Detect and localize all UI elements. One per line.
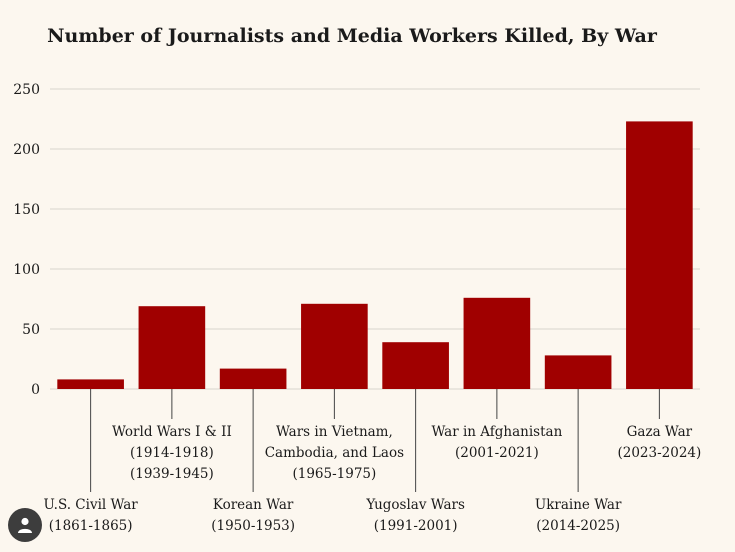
x-tick-label: Korean War (1950-1953) bbox=[211, 497, 295, 534]
x-tick-label-line: Ukraine War bbox=[535, 497, 622, 513]
x-tick-label-line: (1914-1918) bbox=[130, 445, 214, 461]
x-tick-label-line: Korean War bbox=[213, 497, 294, 513]
y-tick-label: 100 bbox=[13, 262, 40, 278]
x-tick-label: World Wars I & II (1914-1918) (1939-1945) bbox=[112, 424, 232, 482]
x-tick-label: Gaza War (2023-2024) bbox=[617, 424, 701, 461]
y-axis-ticks: 0 50 100 150 200 250 bbox=[13, 82, 40, 398]
x-tick-label-line: (1861-1865) bbox=[49, 518, 133, 534]
label-leaders bbox=[90, 389, 660, 492]
x-tick-label-line: Wars in Vietnam, bbox=[276, 424, 393, 440]
x-tick-label-line: (2023-2024) bbox=[617, 445, 701, 461]
y-tick-label: 150 bbox=[13, 202, 40, 218]
x-tick-label-line: (1950-1953) bbox=[211, 518, 295, 534]
bars bbox=[57, 121, 693, 390]
bar bbox=[57, 379, 124, 389]
bar bbox=[219, 368, 287, 389]
x-tick-label: Yugoslav Wars (1991-2001) bbox=[365, 497, 465, 534]
x-tick-label: Wars in Vietnam, Cambodia, and Laos (1965-… bbox=[265, 424, 404, 482]
bar bbox=[544, 355, 612, 389]
bar bbox=[626, 121, 693, 390]
x-tick-label-line: U.S. Civil War bbox=[44, 497, 139, 513]
x-tick-label-line: (1939-1945) bbox=[130, 466, 214, 482]
x-tick-label-line: Gaza War bbox=[627, 424, 693, 440]
bar bbox=[382, 342, 449, 389]
x-tick-label-line: Yugoslav Wars bbox=[365, 497, 465, 513]
y-tick-label: 0 bbox=[31, 382, 40, 398]
x-axis-labels: U.S. Civil War (1861-1865) World Wars I & … bbox=[44, 424, 702, 534]
user-icon bbox=[18, 517, 32, 533]
chart-title: Number of Journalists and Media Workers … bbox=[47, 25, 658, 47]
x-tick-label-line: World Wars I & II bbox=[112, 424, 232, 440]
bar bbox=[463, 297, 531, 389]
x-tick-label: Ukraine War (2014-2025) bbox=[535, 497, 622, 534]
x-tick-label-line: Cambodia, and Laos bbox=[265, 445, 404, 461]
x-tick-label: U.S. Civil War (1861-1865) bbox=[44, 497, 139, 534]
x-tick-label: War in Afghanistan (2001-2021) bbox=[431, 424, 562, 461]
y-tick-label: 250 bbox=[13, 82, 40, 98]
x-tick-label-line: (1965-1975) bbox=[292, 466, 376, 482]
bar bbox=[138, 306, 206, 389]
bar bbox=[301, 303, 368, 389]
avatar[interactable] bbox=[8, 508, 42, 542]
y-tick-label: 200 bbox=[13, 142, 40, 158]
x-tick-label-line: (2001-2021) bbox=[455, 445, 539, 461]
y-tick-label: 50 bbox=[22, 322, 40, 338]
x-tick-label-line: (1991-2001) bbox=[374, 518, 458, 534]
x-tick-label-line: War in Afghanistan bbox=[431, 424, 562, 440]
x-tick-label-line: (2014-2025) bbox=[536, 518, 620, 534]
